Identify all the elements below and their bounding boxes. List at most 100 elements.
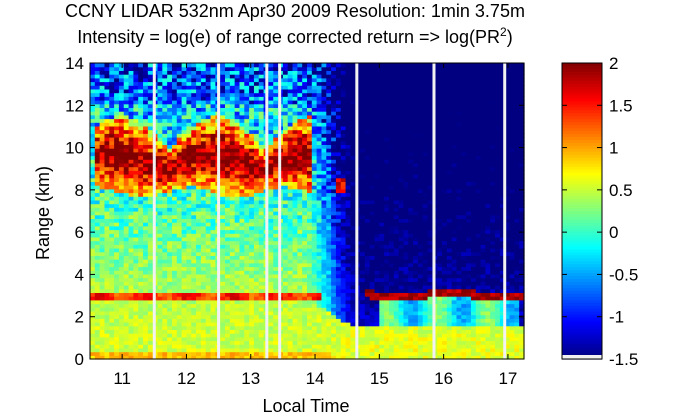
heatmap-cell xyxy=(191,266,197,271)
heatmap-cell xyxy=(331,299,337,305)
heatmap-cell xyxy=(384,218,390,223)
heatmap-cell xyxy=(379,92,385,97)
heatmap-cell xyxy=(364,166,371,171)
heatmap-cell xyxy=(133,63,139,68)
heatmap-cell xyxy=(205,114,212,120)
heatmap-cell xyxy=(220,103,226,108)
heatmap-cell xyxy=(292,236,298,242)
heatmap-cell xyxy=(345,355,351,360)
heatmap-cell xyxy=(239,207,245,212)
heatmap-cell xyxy=(109,218,115,223)
heatmap-cell xyxy=(379,229,385,234)
heatmap-cell xyxy=(186,310,192,316)
heatmap-cell xyxy=(210,299,216,305)
heatmap-cell xyxy=(220,303,226,308)
heatmap-cell xyxy=(326,192,332,197)
heatmap-cell xyxy=(307,292,313,297)
heatmap-cell xyxy=(94,344,101,349)
heatmap-cell xyxy=(345,336,351,342)
heatmap-cell xyxy=(90,244,96,249)
heatmap-cell xyxy=(340,329,347,334)
heatmap-cell xyxy=(331,288,337,293)
heatmap-cell xyxy=(239,270,245,275)
heatmap-cell xyxy=(311,344,318,349)
heatmap-cell xyxy=(379,211,385,216)
heatmap-cell xyxy=(109,140,115,145)
heatmap-cell xyxy=(340,170,347,175)
heatmap-cell xyxy=(128,259,134,264)
heatmap-cell xyxy=(307,203,313,208)
heatmap-cell xyxy=(345,285,351,290)
heatmap-cell xyxy=(292,129,298,134)
heatmap-cell xyxy=(94,240,101,245)
heatmap-cell xyxy=(297,133,303,138)
heatmap-cell xyxy=(210,322,216,327)
heatmap-cell xyxy=(138,281,144,286)
heatmap-cell xyxy=(273,248,279,253)
heatmap-cell xyxy=(331,111,337,116)
heatmap-cell xyxy=(244,140,250,145)
heatmap-cell xyxy=(191,66,197,71)
heatmap-cell xyxy=(364,63,371,68)
heatmap-cell xyxy=(321,203,327,208)
heatmap-cell xyxy=(384,177,390,182)
heatmap-cell xyxy=(307,270,313,275)
heatmap-cell xyxy=(181,314,188,319)
heatmap-cell xyxy=(114,66,120,71)
heatmap-cell xyxy=(167,196,173,201)
heatmap-cell xyxy=(307,340,313,345)
heatmap-cell xyxy=(335,307,342,312)
heatmap-cell xyxy=(143,148,149,153)
heatmap-cell xyxy=(369,100,376,105)
heatmap-cell xyxy=(186,333,192,338)
heatmap-cell xyxy=(162,233,168,238)
heatmap-cell xyxy=(138,262,144,268)
heatmap-cell xyxy=(171,203,178,208)
heatmap-cell xyxy=(123,296,130,301)
heatmap-cell xyxy=(374,266,380,271)
heatmap-cell xyxy=(104,74,110,79)
heatmap-cell xyxy=(364,66,371,71)
heatmap-cell xyxy=(94,259,101,264)
heatmap-cell xyxy=(210,77,216,83)
heatmap-cell xyxy=(196,270,202,275)
heatmap-cell xyxy=(331,192,337,197)
heatmap-cell xyxy=(335,240,342,245)
heatmap-cell xyxy=(326,144,332,149)
heatmap-cell xyxy=(157,188,163,194)
heatmap-cell xyxy=(138,314,144,319)
heatmap-cell xyxy=(167,262,173,268)
heatmap-cell xyxy=(379,88,385,94)
heatmap-cell xyxy=(94,192,101,197)
heatmap-cell xyxy=(114,266,120,271)
heatmap-cell xyxy=(157,329,163,334)
heatmap-cell xyxy=(229,273,236,279)
heatmap-cell xyxy=(350,329,356,334)
heatmap-cell xyxy=(200,214,207,219)
heatmap-cell xyxy=(234,344,241,349)
heatmap-cell xyxy=(171,255,178,260)
heatmap-cell xyxy=(307,325,313,330)
heatmap-cell xyxy=(94,318,101,323)
heatmap-cell xyxy=(384,229,390,234)
heatmap-cell xyxy=(287,296,294,301)
heatmap-cell xyxy=(268,244,274,249)
heatmap-cell xyxy=(133,218,139,223)
heatmap-cell xyxy=(90,188,96,194)
heatmap-cell xyxy=(345,155,351,160)
heatmap-cell xyxy=(90,355,96,360)
heatmap-cell xyxy=(316,192,323,197)
heatmap-cell xyxy=(244,166,250,171)
heatmap-cell xyxy=(196,314,202,319)
heatmap-cell xyxy=(360,336,366,342)
heatmap-cell xyxy=(220,347,226,353)
heatmap-cell xyxy=(350,111,356,116)
heatmap-cell xyxy=(302,96,308,101)
heatmap-cell xyxy=(331,151,337,157)
heatmap-cell xyxy=(379,336,385,342)
heatmap-cell xyxy=(374,288,380,293)
heatmap-cell xyxy=(379,125,385,131)
heatmap-cell xyxy=(229,270,236,275)
heatmap-cell xyxy=(282,188,289,194)
heatmap-cell xyxy=(171,103,178,108)
